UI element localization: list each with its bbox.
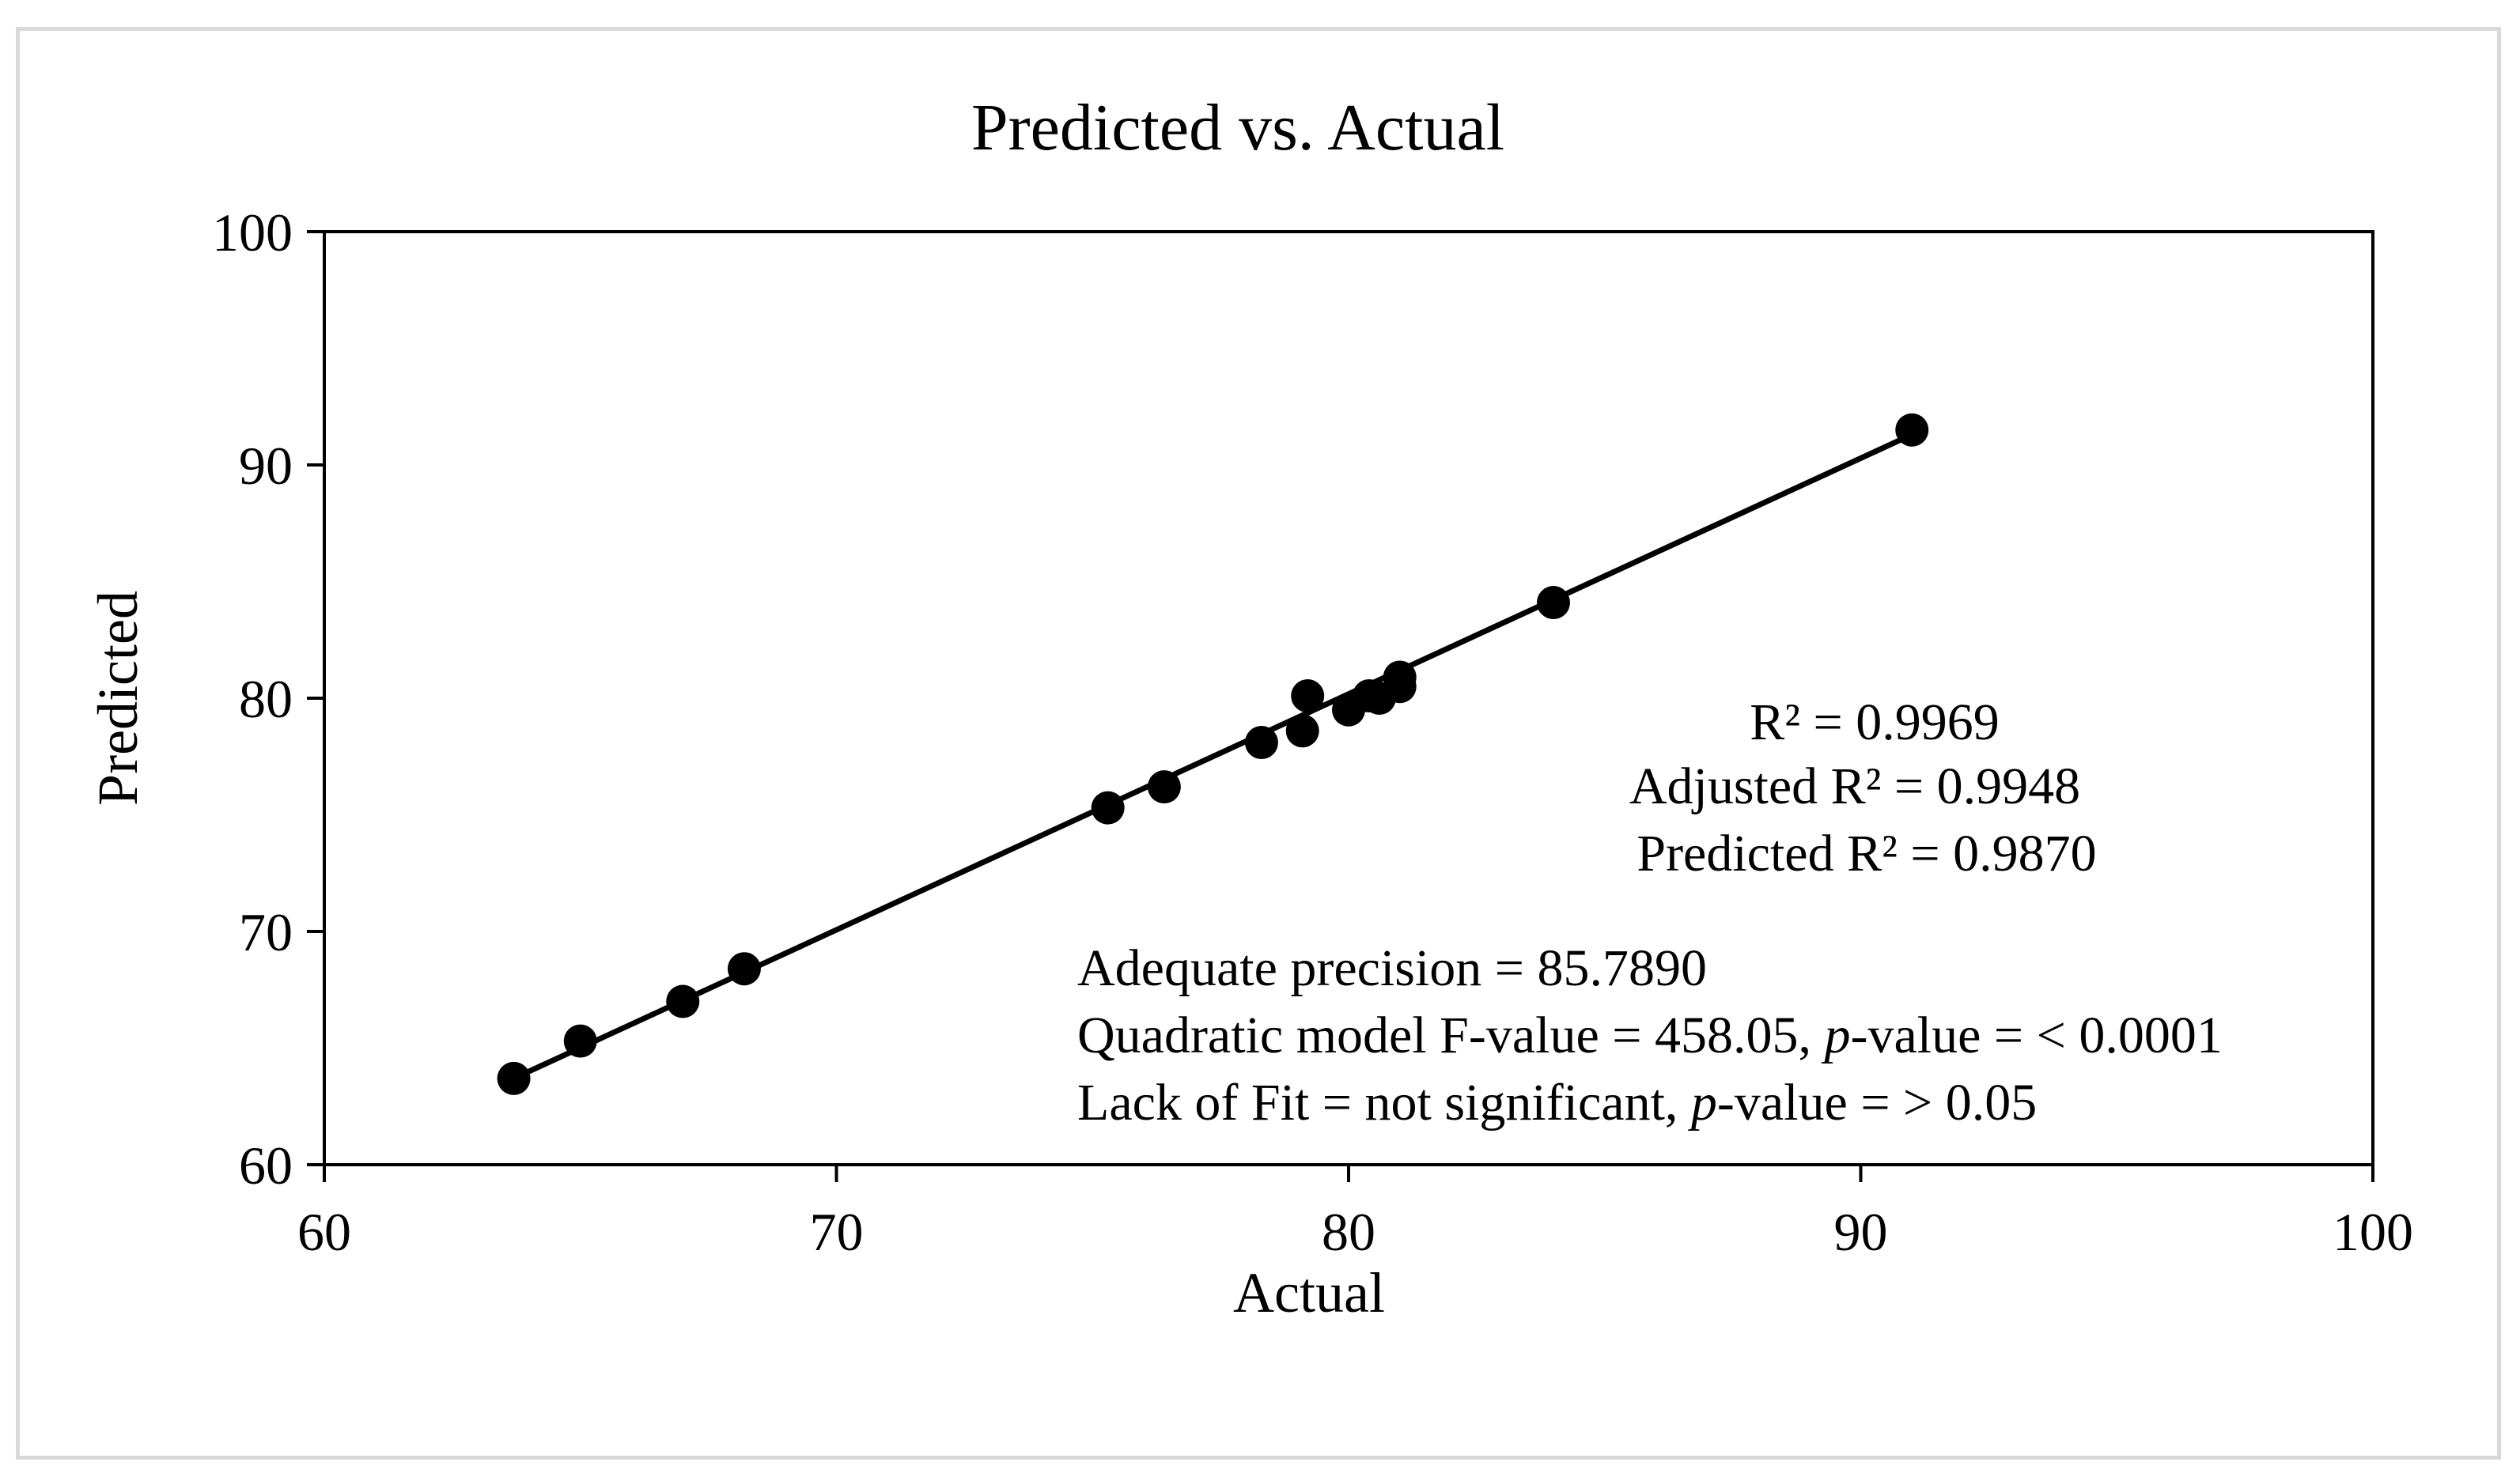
predicted-r-squared-label: Predicted R² = 0.9870 <box>1636 825 2096 882</box>
x-axis-title: Actual <box>1233 1261 1385 1324</box>
adjusted-r-squared-label: Adjusted R² = 0.9948 <box>1629 758 2080 815</box>
data-point <box>727 952 761 986</box>
x-tick-label: 90 <box>1834 1202 1888 1262</box>
f-value-suffix: -value = < 0.0001 <box>1851 1007 2223 1064</box>
lack-of-fit-suffix: -value = > 0.05 <box>1717 1074 2037 1132</box>
chart-frame: Predicted vs. Actual 60 70 80 90 100 60 70 80 9… <box>16 27 2501 1460</box>
scatter-chart: Predicted vs. Actual 60 70 80 90 100 60 70 80 9… <box>86 91 2413 1324</box>
data-point <box>1285 714 1319 748</box>
y-axis: 60 70 80 90 100 <box>212 202 324 1196</box>
p-italic: p <box>1822 1007 1851 1064</box>
x-tick-label: 70 <box>810 1202 864 1262</box>
y-tick-label: 70 <box>239 902 293 962</box>
y-tick-label: 90 <box>239 436 293 496</box>
y-tick-label: 60 <box>239 1135 293 1196</box>
data-point <box>1244 726 1278 760</box>
model-statistics: Adequate precision = 85.7890 Quadratic m… <box>1077 939 2223 1132</box>
data-point <box>1091 791 1125 825</box>
fit-statistics: R² = 0.9969 Adjusted R² = 0.9948 Predict… <box>1629 693 2097 882</box>
x-tick-label: 60 <box>297 1202 351 1262</box>
data-points <box>497 413 1929 1095</box>
data-point <box>1537 586 1570 620</box>
y-axis-title: Predicted <box>86 591 149 806</box>
x-tick-label: 100 <box>2333 1202 2413 1262</box>
data-point <box>1895 413 1929 447</box>
lack-of-fit-prefix: Lack of Fit = not significant, <box>1077 1074 1691 1132</box>
adequate-precision-label: Adequate precision = 85.7890 <box>1077 939 1707 997</box>
f-value-prefix: Quadratic model F-value = 458.05, <box>1077 1007 1825 1064</box>
data-point <box>666 984 700 1018</box>
data-point <box>497 1061 531 1095</box>
f-value-label: Quadratic model F-value = 458.05, p-valu… <box>1077 1007 2223 1064</box>
x-axis: 60 70 80 90 100 <box>297 1165 2413 1262</box>
y-tick-label: 100 <box>212 202 293 263</box>
chart-title: Predicted vs. Actual <box>971 91 1504 164</box>
lack-of-fit-label: Lack of Fit = not significant, p-value =… <box>1077 1074 2037 1132</box>
data-point <box>1291 679 1325 713</box>
p-italic: p <box>1688 1074 1717 1132</box>
data-point <box>563 1024 597 1058</box>
data-point <box>1383 660 1417 694</box>
x-tick-label: 80 <box>1322 1202 1375 1262</box>
data-point <box>1147 770 1181 804</box>
r-squared-label: R² = 0.9969 <box>1750 693 2000 751</box>
y-tick-label: 80 <box>239 669 293 729</box>
